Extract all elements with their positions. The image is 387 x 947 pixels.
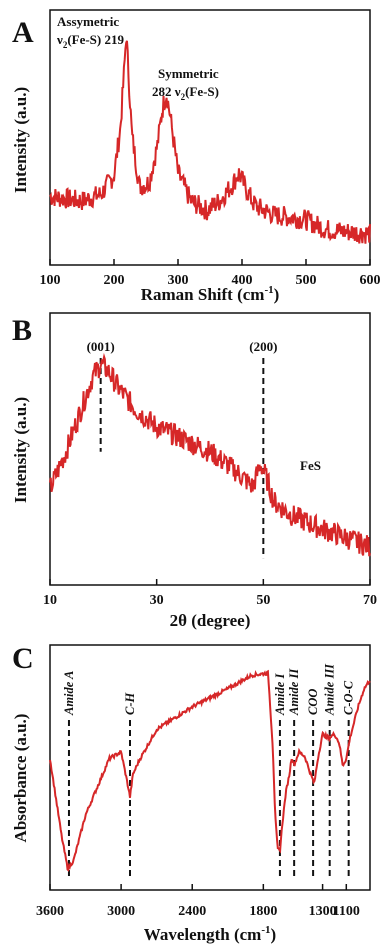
- panel-b-legend-fes: FeS: [300, 458, 321, 473]
- panel-c-peak-markers: Amide A C-H Amide I Amide II COO Amide III C-O…: [62, 663, 356, 880]
- panel-a-annotation-sym-line1: Symmetric: [158, 66, 219, 81]
- panel-c-peak-label: Amide III: [323, 663, 337, 716]
- panel-a-annotation-sym-line2: 282 ν2(Fe-S): [152, 84, 219, 102]
- panel-a-series-line: [49, 40, 371, 244]
- panel-c-xlabel: Wavelength (cm-1): [144, 924, 276, 944]
- panel-a-xtick-label: 600: [360, 273, 381, 288]
- panel-c-xtick-label: 1800: [249, 904, 277, 919]
- panel-c-plot-frame: [49, 644, 371, 891]
- panel-b-xtick-label: 10: [43, 593, 57, 608]
- panel-c-peak-label: Amide I: [273, 673, 287, 716]
- panel-a-xtick-label: 500: [296, 273, 317, 288]
- panel-c-xtick-label: 3000: [107, 904, 135, 919]
- panel-a-annotation-asym-line1: Assymetric: [57, 14, 119, 29]
- panel-c-peak-label: Amide A: [62, 671, 76, 716]
- panel-b-series-line: [49, 352, 371, 557]
- panel-c-xtick-label: 3600: [36, 904, 64, 919]
- panel-b-plot-frame: [49, 312, 371, 586]
- panel-a-letter: A: [12, 16, 34, 49]
- panel-b-xtick-label: 50: [256, 593, 270, 608]
- panel-a-ylabel: Intensity (a.u.): [11, 87, 30, 193]
- panel-c-peak-label: C-H: [123, 692, 137, 716]
- panel-c-ylabel: Absorbance (a.u.): [11, 714, 30, 843]
- panel-b-xtick-label: 30: [150, 593, 164, 608]
- panel-a-xticks: 100 200 300 400 500 600: [40, 259, 381, 288]
- panel-c-peak-label: COO: [306, 689, 320, 715]
- panel-c-peak-label: C-O-C: [342, 680, 356, 715]
- panel-a-xtick-label: 300: [168, 273, 189, 288]
- panel-a-plot-frame: [49, 9, 371, 266]
- panel-c-xtick-label: 1300: [309, 904, 337, 919]
- panel-c-series-line: [49, 669, 371, 872]
- panel-a-xtick-label: 200: [104, 273, 125, 288]
- panel-c-xtick-label: 2400: [178, 904, 206, 919]
- panel-b-xlabel: 2θ (degree): [170, 611, 251, 630]
- panel-a-xtick-label: 100: [40, 273, 61, 288]
- panel-a-raman: A Intensity (a.u.) 100 200 300 400 500 600 As…: [11, 9, 381, 304]
- panel-c-xtick-label: 1100: [333, 904, 360, 919]
- panel-a-annotation-asym-line2: ν2(Fe-S) 219: [56, 32, 124, 50]
- panel-c-peak-label: Amide II: [287, 668, 301, 716]
- panel-a-xlabel: Raman Shift (cm-1): [141, 284, 280, 304]
- panel-c-ftir: C Absorbance (a.u.) 3600 3000 2400 1800 1300…: [11, 642, 371, 944]
- panel-b-peak-label: (200): [249, 339, 277, 354]
- panel-a-xtick-label: 400: [232, 273, 253, 288]
- panel-b-letter: B: [12, 314, 32, 347]
- panel-b-xtick-label: 70: [363, 593, 377, 608]
- panel-b-ylabel: Intensity (a.u.): [11, 397, 30, 503]
- panel-c-letter: C: [12, 642, 34, 675]
- panel-b-peak-markers: (001) (200): [87, 339, 277, 559]
- panel-b-xticks: 10 30 50 70: [43, 579, 377, 608]
- panel-b-xrd: B Intensity (a.u.) 10 30 50 70 (001) (200) F…: [11, 312, 377, 630]
- panel-b-peak-label: (001): [87, 339, 115, 354]
